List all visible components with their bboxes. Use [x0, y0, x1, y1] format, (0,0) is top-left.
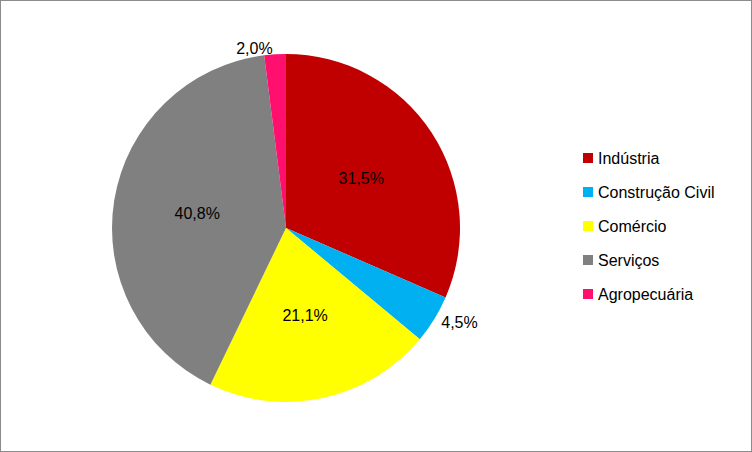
svg-text:2,0%: 2,0% — [236, 40, 272, 57]
svg-text:Comércio: Comércio — [598, 218, 667, 235]
svg-text:31,5%: 31,5% — [339, 170, 384, 187]
svg-text:Serviços: Serviços — [598, 252, 659, 269]
svg-text:21,1%: 21,1% — [282, 307, 327, 324]
svg-text:Indústria: Indústria — [598, 150, 659, 167]
svg-text:4,5%: 4,5% — [441, 314, 477, 331]
svg-text:Agropecuária: Agropecuária — [598, 286, 693, 303]
svg-text:Construção Civil: Construção Civil — [598, 184, 714, 201]
svg-text:40,8%: 40,8% — [174, 205, 219, 222]
